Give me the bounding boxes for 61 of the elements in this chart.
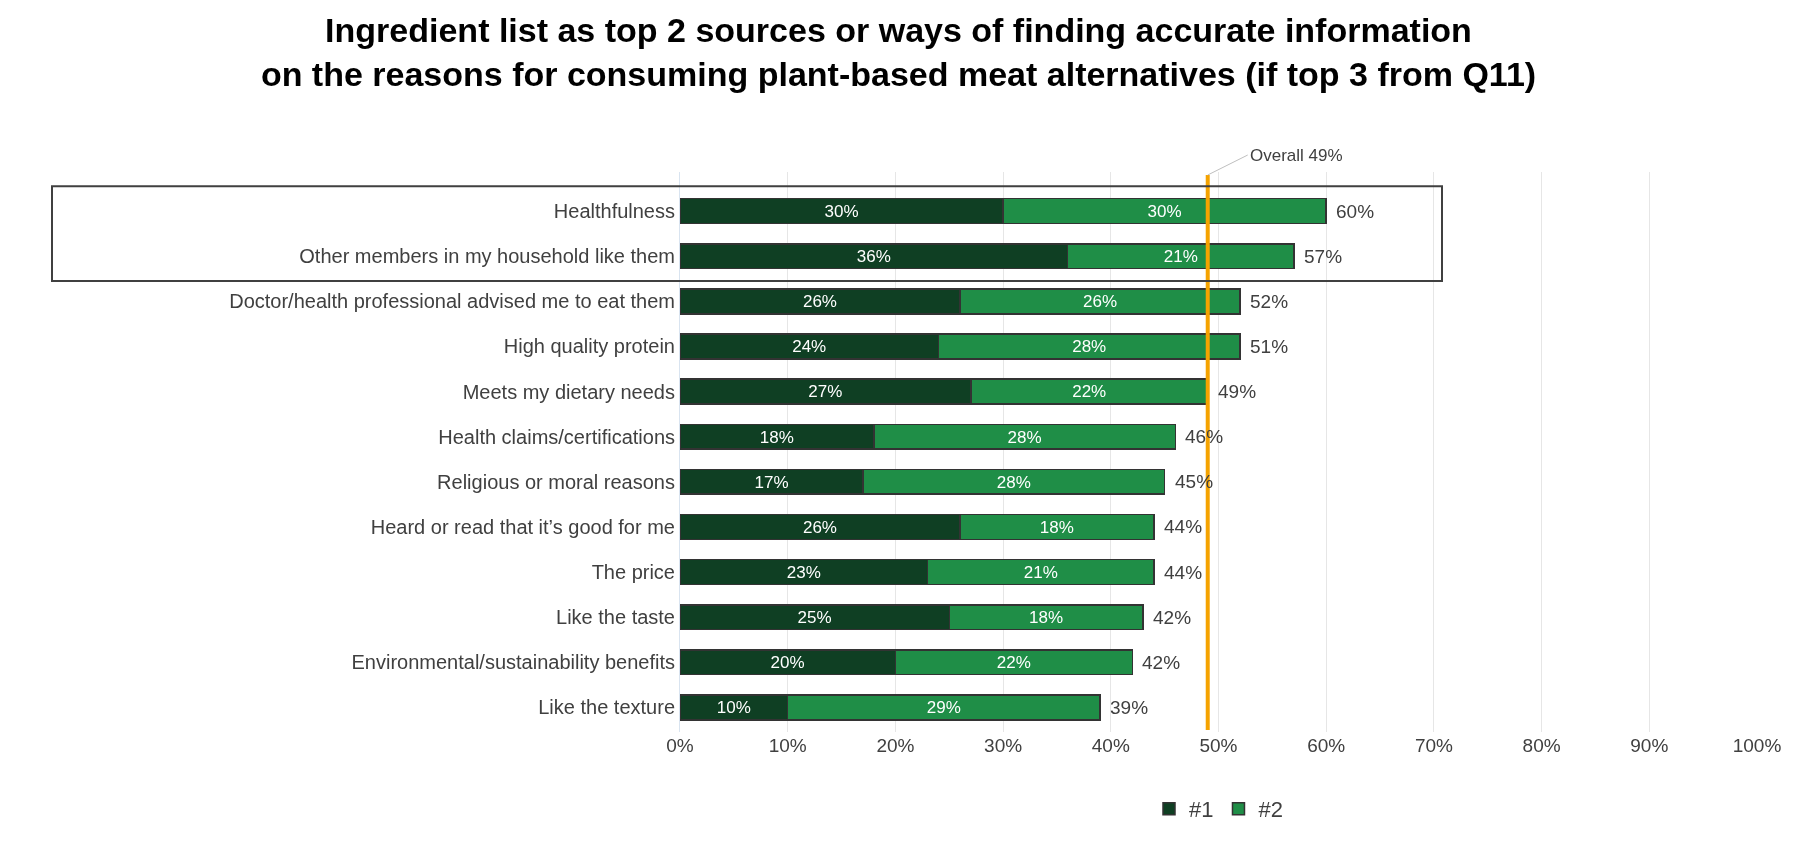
- y-tick-label: Other members in my household like them: [299, 245, 675, 268]
- chart-title: Ingredient list as top 2 sources or ways of finding accurate information on the reasons for consuming plant-based meat alternatives (if top 3 from Q11): [260, 11, 1537, 94]
- x-tick-label: 70%: [1414, 735, 1454, 756]
- y-tick-label: Religious or moral reasons: [437, 470, 675, 493]
- x-tick-label: 20%: [876, 735, 915, 756]
- y-tick-label: Healthfulness: [553, 200, 675, 223]
- legend-label: #2: [1258, 797, 1283, 823]
- ref-line-label: Overall 49%: [1250, 146, 1343, 165]
- x-tick-label: 10%: [768, 735, 807, 756]
- data-label: 21%: [1163, 247, 1198, 267]
- data-label: 18%: [1029, 608, 1064, 628]
- data-label: 26%: [1082, 292, 1118, 312]
- total-label: 49%: [1218, 381, 1257, 402]
- total-label: 44%: [1164, 516, 1203, 537]
- data-label: 22%: [1072, 382, 1107, 402]
- total-label: 51%: [1250, 336, 1289, 357]
- y-tick-label: Meets my dietary needs: [462, 380, 675, 403]
- y-tick-label: Environmental/sustainability benefits: [351, 651, 675, 674]
- data-label: 18%: [1039, 517, 1074, 537]
- x-tick-label: 60%: [1307, 735, 1346, 756]
- data-label: 17%: [754, 472, 789, 492]
- x-tick-label: 80%: [1522, 735, 1561, 756]
- data-label: 10%: [716, 698, 751, 718]
- total-label: 39%: [1110, 697, 1149, 718]
- y-tick-label: Heard or read that it’s good for me: [370, 515, 675, 538]
- data-label: 25%: [797, 608, 832, 628]
- total-label: 60%: [1336, 201, 1375, 222]
- y-tick-label: Health claims/certifications: [438, 425, 675, 448]
- data-label: 27%: [808, 382, 843, 402]
- data-label: 28%: [996, 472, 1031, 492]
- total-label: 44%: [1164, 562, 1203, 583]
- total-label: 52%: [1250, 291, 1289, 312]
- data-label: 22%: [996, 653, 1031, 673]
- data-label: 21%: [1023, 562, 1058, 582]
- x-tick-label: 40%: [1091, 735, 1130, 756]
- data-label: 18%: [759, 427, 794, 447]
- data-label: 24%: [792, 337, 827, 357]
- data-label: 26%: [802, 517, 837, 537]
- data-label: 30%: [1147, 201, 1182, 221]
- data-label: 20%: [770, 653, 805, 673]
- data-label: 26%: [802, 292, 837, 312]
- data-label: 28%: [1072, 337, 1107, 357]
- total-label: 42%: [1153, 607, 1192, 628]
- legend-label: #1: [1189, 797, 1214, 823]
- y-tick-label: Doctor/health professional advised me to eat them: [229, 290, 675, 313]
- total-label: 57%: [1304, 246, 1343, 267]
- y-tick-label: The price: [591, 561, 675, 584]
- y-tick-label: Like the texture: [538, 696, 675, 719]
- data-label: 23%: [786, 562, 821, 582]
- y-tick-label: Like the taste: [556, 606, 675, 629]
- data-label: 36%: [856, 247, 891, 267]
- x-tick-label: 90%: [1630, 735, 1669, 756]
- total-label: 42%: [1142, 652, 1181, 673]
- x-tick-label: 100%: [1732, 735, 1782, 756]
- y-tick-label: High quality protein: [503, 335, 675, 358]
- data-label: 30%: [824, 201, 859, 221]
- x-tick-label: 0%: [666, 735, 694, 756]
- x-tick-label: 30%: [984, 735, 1023, 756]
- data-label: 28%: [1007, 427, 1042, 447]
- data-label: 29%: [926, 698, 961, 718]
- x-tick-label: 50%: [1199, 735, 1238, 756]
